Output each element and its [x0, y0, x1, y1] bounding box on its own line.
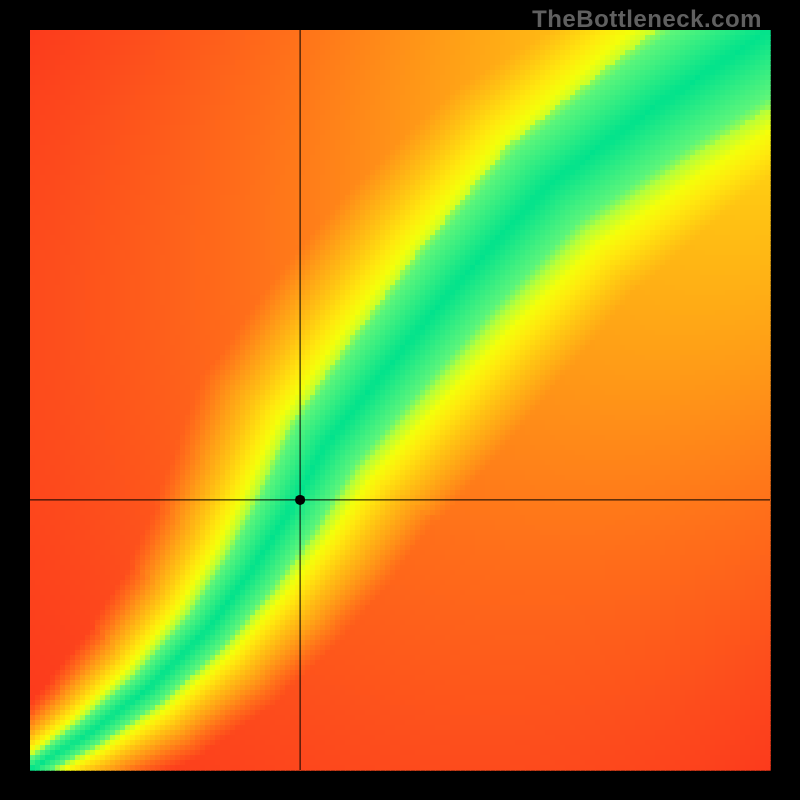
chart-container: TheBottleneck.com [0, 0, 800, 800]
watermark-text: TheBottleneck.com [532, 6, 762, 34]
heatmap-canvas [0, 0, 800, 800]
